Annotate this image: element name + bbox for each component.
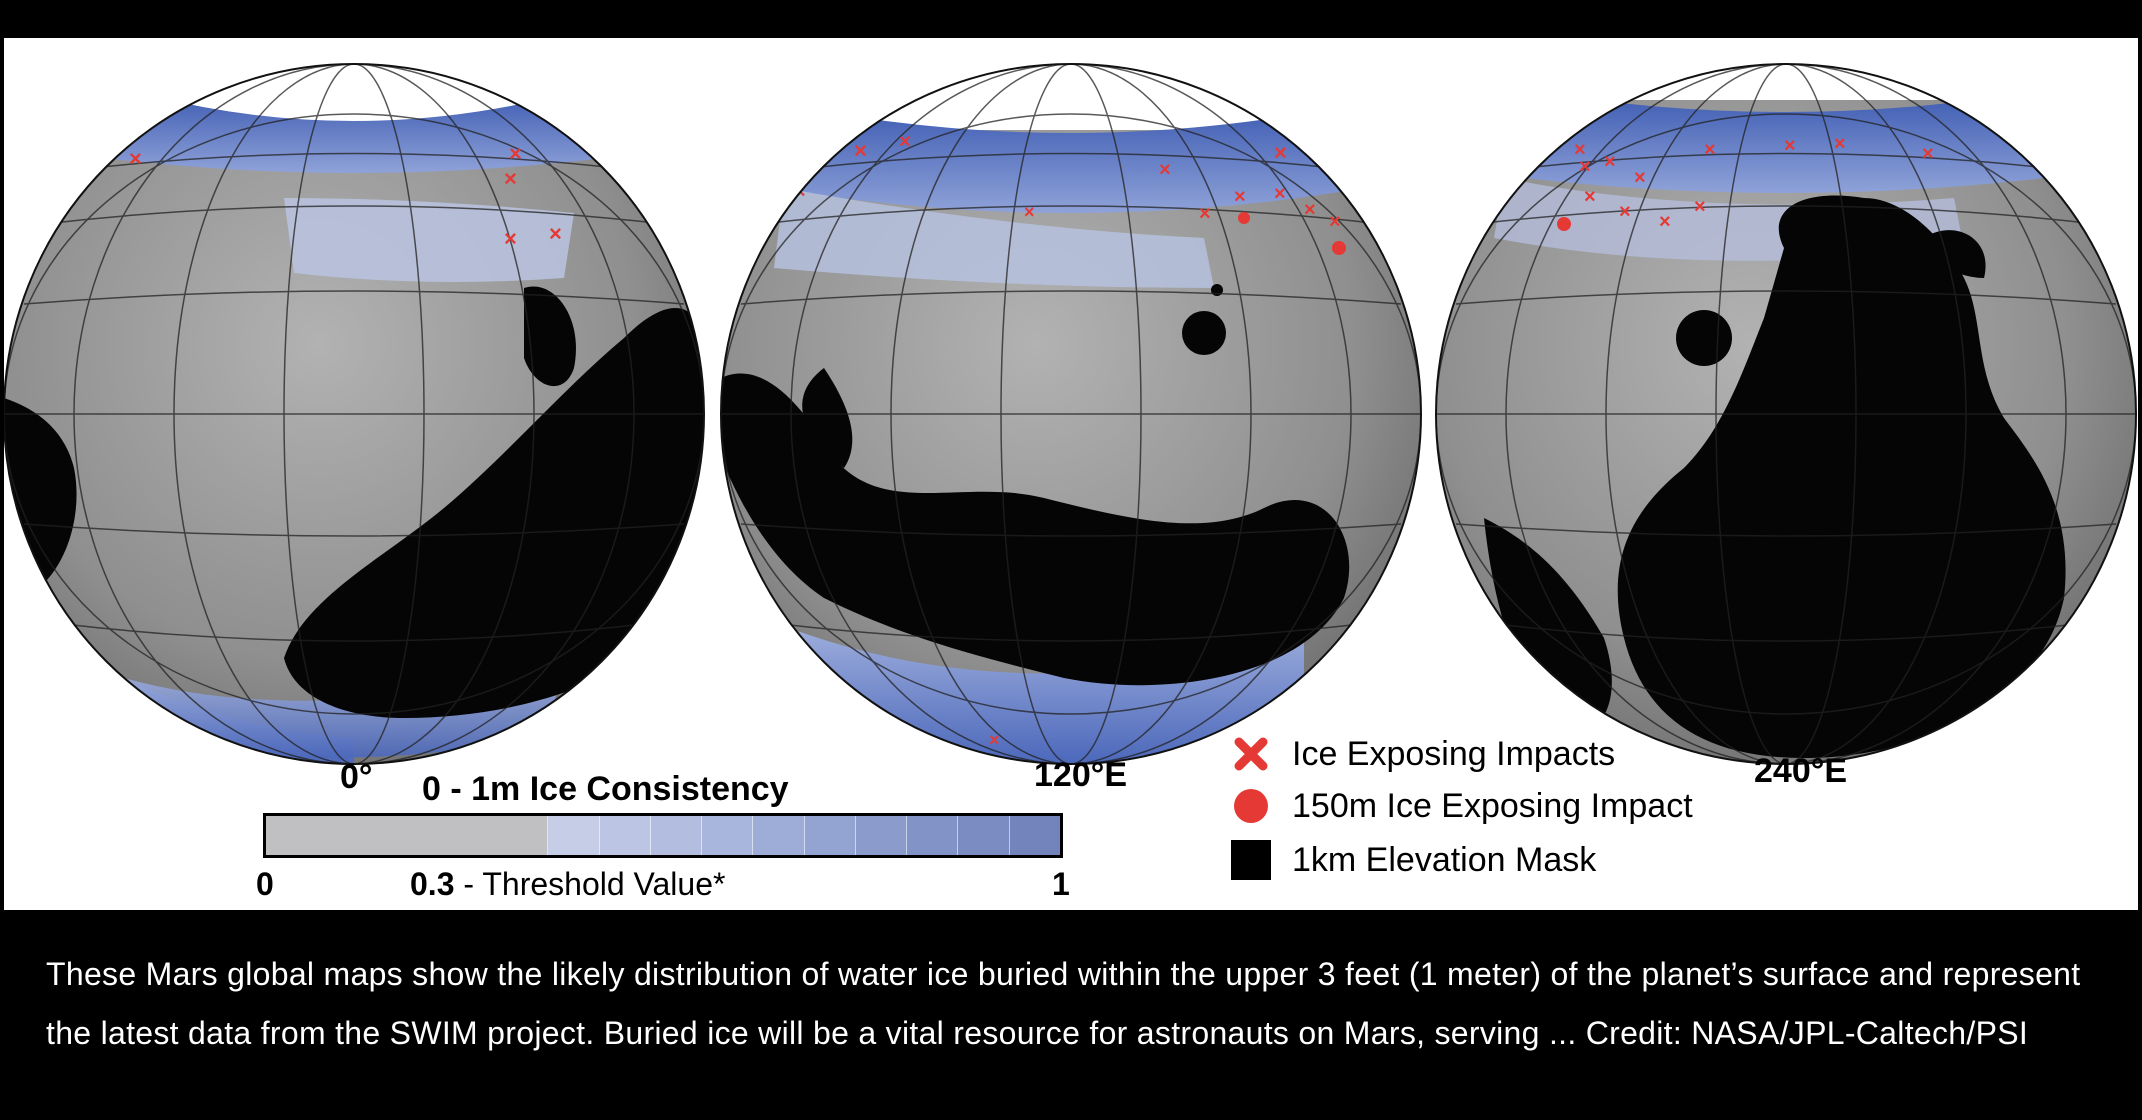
colorbar-max-label: 1 [1052,866,1070,902]
legend-label: Ice Exposing Impacts [1292,734,1616,773]
mars-figure: × × × × × [4,38,2138,910]
globe-maps: × × × × × [4,63,2137,765]
globe-label-240e: 240°E [1754,752,1848,790]
globe-240e: × × × × × × × × × × × × × [1436,64,2136,764]
svg-text:×: × [1659,211,1671,233]
svg-text:×: × [549,221,562,246]
legend-label: 1km Elevation Mask [1292,840,1597,879]
svg-text:×: × [1619,201,1631,223]
colorbar-segment [650,816,703,855]
colorbar-segment [599,816,651,855]
threshold-value: 0.3 [410,866,455,902]
legend-item-ice-exposing-impacts: Ice Exposing Impacts [1230,732,1615,776]
svg-text:×: × [989,730,1000,750]
colorbar-min-label: 0 [256,866,274,902]
svg-text:×: × [1694,196,1706,218]
svg-text:×: × [1922,143,1934,165]
svg-text:×: × [1834,133,1846,155]
colorbar-segment [907,816,959,855]
colorbar-segment [804,816,856,855]
colorbar-threshold-label: 0.3 - Threshold Value* [410,866,725,903]
svg-text:×: × [1159,159,1171,181]
colorbar-segment [548,816,600,855]
svg-text:×: × [854,138,867,163]
svg-text:×: × [899,131,911,153]
svg-text:×: × [129,146,142,171]
svg-text:×: × [1704,139,1716,161]
colorbar-below-threshold [266,816,549,855]
legend-label: 150m Ice Exposing Impact [1292,786,1693,825]
globe-120e: × × × × × × × × × × × × [721,64,1421,764]
colorbar-segment [753,816,805,855]
svg-text:×: × [1024,202,1035,222]
svg-text:×: × [504,166,517,191]
colorbar-segment [702,816,754,855]
svg-text:×: × [1604,151,1616,173]
globe-label-0: 0° [340,758,373,796]
svg-text:×: × [1634,167,1646,189]
svg-text:×: × [1584,186,1596,208]
threshold-text: - Threshold Value* [454,866,726,902]
svg-text:×: × [1574,111,1586,133]
colorbar-title: 0 - 1m Ice Consistency [422,770,789,808]
colorbar-segment [958,816,1010,855]
caption: These Mars global maps show the likely d… [46,956,2081,1051]
black-square-icon [1230,839,1272,881]
red-dot-marker-icon [1230,785,1272,827]
svg-text:×: × [1784,135,1796,157]
colorbar-segment [1009,816,1060,855]
svg-text:×: × [1579,156,1591,178]
svg-text:×: × [1329,211,1341,233]
colorbar-segment [855,816,908,855]
colorbar [263,813,1063,858]
legend-item-150m-impact: 150m Ice Exposing Impact [1230,784,1693,828]
svg-text:×: × [1304,199,1316,221]
svg-text:×: × [509,141,522,166]
legend-item-elevation-mask: 1km Elevation Mask [1230,838,1596,882]
svg-text:×: × [504,226,517,251]
globe-0: × × × × × [4,64,704,764]
globe-label-120e: 120°E [1034,756,1128,794]
svg-text:×: × [1199,203,1211,225]
svg-text:×: × [1274,183,1286,205]
svg-text:×: × [1274,140,1287,165]
svg-text:×: × [1234,186,1246,208]
red-x-marker-icon [1230,733,1272,775]
svg-text:×: × [1574,139,1586,161]
